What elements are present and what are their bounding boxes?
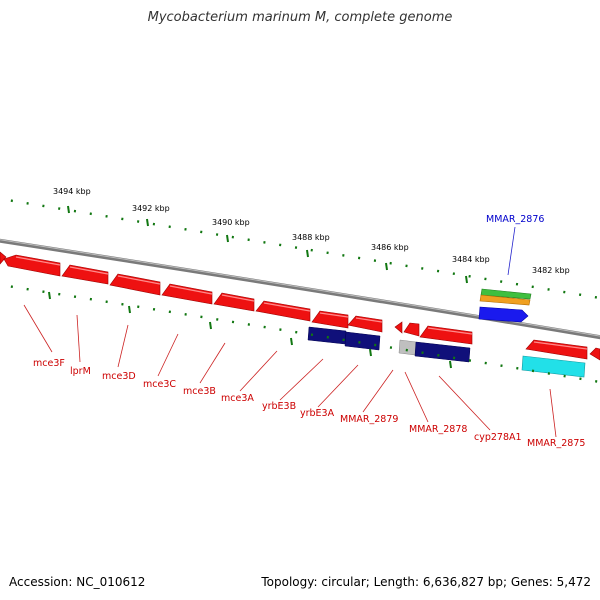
map-title: Mycobacterium marinum M, complete genome xyxy=(147,10,453,25)
mmar-2876-features xyxy=(478,288,532,323)
scale-label-3490: 3490 kbp xyxy=(212,218,250,227)
outer-scale-ring xyxy=(0,197,600,300)
gene-label-MMAR_2879: MMAR_2879 xyxy=(340,414,398,425)
mmar-2876-line xyxy=(507,226,516,276)
gene-label-lprM: lprM xyxy=(70,366,91,377)
scale-label-3492: 3492 kbp xyxy=(132,204,170,213)
scale-label-3482: 3482 kbp xyxy=(532,266,570,275)
gene-label-mce3C: mce3C xyxy=(143,379,176,390)
gene-label-yrbE3B: yrbE3B xyxy=(262,401,296,412)
genome-backbone-highlight xyxy=(0,239,600,337)
outer-major-ticks xyxy=(67,205,468,284)
gene-arrow-highlights xyxy=(15,256,588,350)
gene-label-MMAR_2876: MMAR_2876 xyxy=(486,214,544,225)
gene-arrows xyxy=(0,251,600,361)
gene-label-yrbE3A: yrbE3A xyxy=(300,408,335,419)
gene-label-lines xyxy=(23,304,557,438)
gene-label-mce3A: mce3A xyxy=(221,393,254,404)
scale-label-3484: 3484 kbp xyxy=(452,255,490,264)
accession-text: Accession: NC_010612 xyxy=(9,575,146,589)
scale-label-3488: 3488 kbp xyxy=(292,233,330,242)
gene-label-mce3B: mce3B xyxy=(183,386,216,397)
gene-label-MMAR_2878: MMAR_2878 xyxy=(409,424,467,435)
scale-label-3486: 3486 kbp xyxy=(371,243,409,252)
genome-backbone xyxy=(0,238,600,340)
gene-label-mce3D: mce3D xyxy=(102,371,136,382)
gene-label-cyp278A1: cyp278A1 xyxy=(474,432,522,443)
gene-label-MMAR_2875: MMAR_2875 xyxy=(527,438,585,449)
domain-blocks xyxy=(307,326,586,378)
topology-text: Topology: circular; Length: 6,636,827 bp… xyxy=(261,575,591,589)
gene-label-mce3F: mce3F xyxy=(33,358,65,369)
inner-major-ticks xyxy=(48,291,452,369)
scale-label-3494: 3494 kbp xyxy=(53,187,91,196)
